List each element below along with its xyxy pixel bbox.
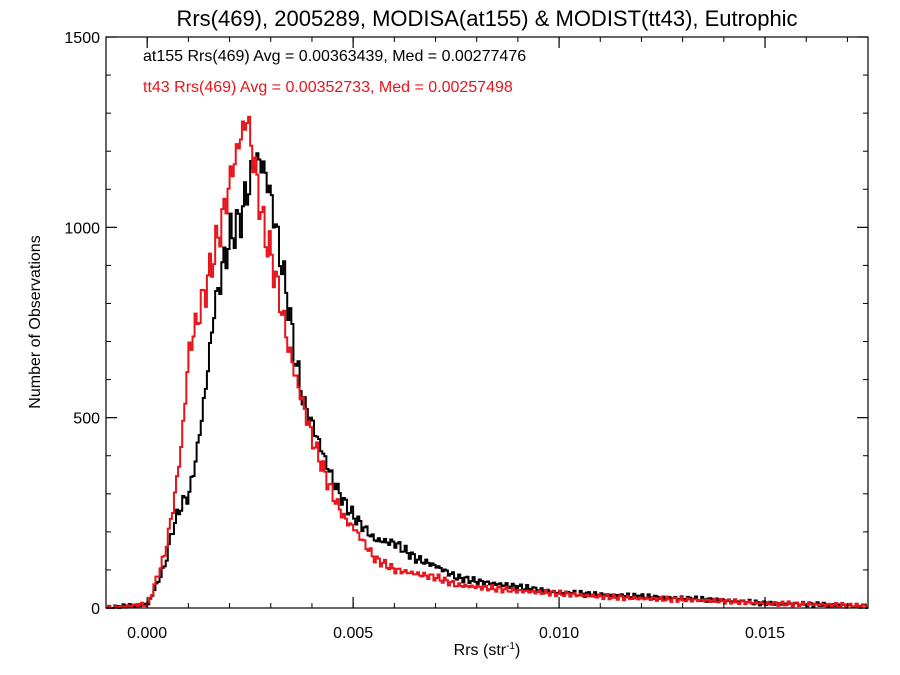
x-axis-label-end: ) — [515, 642, 520, 659]
x-tick-label: 0.005 — [333, 625, 373, 642]
ticks-layer: 0.000 0.005 0.010 0.015 0 500 1000 1500 — [64, 30, 868, 642]
x-axis-label-main: Rrs (str — [454, 642, 507, 659]
x-axis-label: Rrs (str-1) — [454, 641, 521, 659]
x-tick-label: 0.000 — [127, 625, 167, 642]
plot-area: 0.000 0.005 0.010 0.015 0 500 1000 1500 — [64, 30, 869, 642]
x-tick-label: 0.015 — [745, 625, 785, 642]
x-tick-label: 0.010 — [539, 625, 579, 642]
annotations: at155 Rrs(469) Avg = 0.00363439, Med = 0… — [143, 48, 526, 96]
annotation-tt43: tt43 Rrs(469) Avg = 0.00352733, Med = 0.… — [143, 79, 513, 96]
chart-title: Rrs(469), 2005289, MODISA(at155) & MODIS… — [176, 6, 797, 31]
y-tick-label: 0 — [91, 601, 100, 618]
series-line-tt43 — [106, 115, 868, 609]
series-line-at155 — [106, 152, 868, 609]
plot-frame — [105, 36, 869, 609]
y-tick-label: 500 — [73, 411, 100, 428]
series-layer — [106, 115, 868, 609]
y-axis-label: Number of Observations — [27, 235, 44, 408]
y-tick-label: 1500 — [64, 30, 100, 47]
y-tick-label: 1000 — [64, 220, 100, 237]
x-axis-label-superscript: -1 — [506, 641, 515, 652]
annotation-at155: at155 Rrs(469) Avg = 0.00363439, Med = 0… — [143, 48, 526, 65]
